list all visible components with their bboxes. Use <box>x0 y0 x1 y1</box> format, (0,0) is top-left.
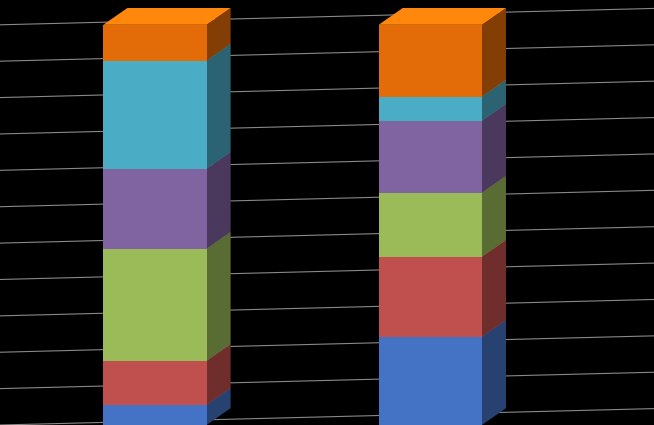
Polygon shape <box>379 176 506 193</box>
Polygon shape <box>379 104 506 121</box>
Polygon shape <box>482 176 506 257</box>
Polygon shape <box>379 8 506 25</box>
Polygon shape <box>379 25 482 97</box>
Polygon shape <box>482 80 506 121</box>
Polygon shape <box>379 80 506 97</box>
Polygon shape <box>482 8 506 97</box>
Polygon shape <box>379 121 482 193</box>
Polygon shape <box>379 193 482 257</box>
Polygon shape <box>103 61 207 169</box>
Polygon shape <box>207 8 231 61</box>
Polygon shape <box>207 232 231 361</box>
Polygon shape <box>207 344 231 405</box>
Polygon shape <box>103 152 231 169</box>
Polygon shape <box>207 388 231 425</box>
Polygon shape <box>103 44 231 61</box>
Polygon shape <box>379 337 482 425</box>
Polygon shape <box>379 97 482 121</box>
Polygon shape <box>207 152 231 249</box>
Polygon shape <box>482 104 506 193</box>
Polygon shape <box>103 249 207 361</box>
Polygon shape <box>379 257 482 337</box>
Polygon shape <box>379 320 506 337</box>
Polygon shape <box>207 44 231 169</box>
Polygon shape <box>482 240 506 337</box>
Polygon shape <box>379 240 506 257</box>
Polygon shape <box>103 405 207 425</box>
Polygon shape <box>103 8 231 25</box>
Polygon shape <box>482 320 506 425</box>
Polygon shape <box>103 169 207 249</box>
Polygon shape <box>103 344 231 361</box>
Polygon shape <box>103 361 207 405</box>
Polygon shape <box>103 25 207 61</box>
Polygon shape <box>103 388 231 405</box>
Polygon shape <box>103 232 231 249</box>
